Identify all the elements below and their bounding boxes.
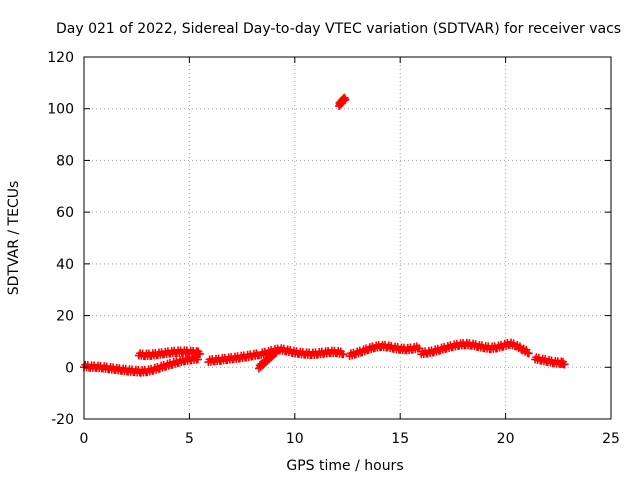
data-point <box>560 360 569 369</box>
grid <box>84 57 611 419</box>
series-track-f <box>345 340 424 361</box>
y-tick-label: 120 <box>47 50 74 66</box>
x-tick-label: 20 <box>497 431 515 447</box>
y-tick-label: 0 <box>65 360 74 376</box>
series-track-b <box>134 346 204 361</box>
y-tick-label: 100 <box>47 102 74 118</box>
series-track-g <box>417 338 533 359</box>
plot-frame <box>83 56 612 420</box>
y-tick-label: 20 <box>56 309 74 325</box>
data-point <box>524 349 533 358</box>
series-track-c <box>204 349 263 367</box>
data-point <box>195 350 204 359</box>
x-tick-label: 10 <box>286 431 304 447</box>
x-tick-label: 5 <box>185 431 194 447</box>
x-tick-label: 25 <box>602 431 620 447</box>
y-tick-label: 60 <box>56 205 74 221</box>
y-tick-label: 80 <box>56 153 74 169</box>
data-points <box>80 93 569 377</box>
data-point <box>341 95 350 104</box>
x-axis-label: GPS time / hours <box>286 458 403 474</box>
x-tick-label: 15 <box>391 431 409 447</box>
series-outlier-track <box>335 93 350 111</box>
series-track-e <box>257 344 348 360</box>
axis-ticks: 0 5 10 15 20 25 -20 0 20 40 60 80 100 120 <box>47 50 620 447</box>
y-axis-label: SDTVAR / TECUs <box>6 181 22 296</box>
data-point <box>339 350 348 359</box>
chart-title: Day 021 of 2022, Sidereal Day-to-day VTE… <box>56 21 621 37</box>
x-tick-label: 0 <box>80 431 89 447</box>
series-track-h <box>531 353 569 369</box>
y-tick-label: -20 <box>51 412 74 428</box>
y-tick-label: 40 <box>56 257 74 273</box>
